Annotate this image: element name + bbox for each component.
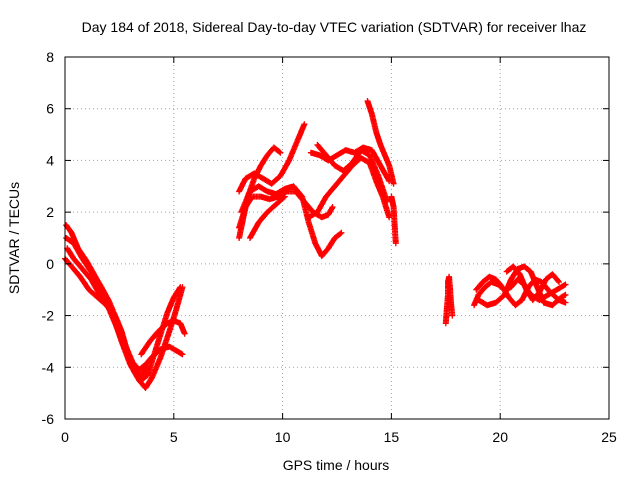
sdtvar-data-track — [238, 183, 345, 260]
sdtvar-data-track — [305, 154, 393, 221]
axis-ticks — [64, 56, 610, 420]
y-tick-label: 2 — [46, 204, 54, 220]
chart-title: Day 184 of 2018, Sidereal Day-to-day VTE… — [82, 19, 587, 35]
sdtvar-data-track — [388, 193, 399, 247]
y-tick-label: -4 — [42, 359, 55, 375]
sdtvar-data-track — [503, 263, 562, 304]
y-tick-labels: -6 -4 -2 0 2 4 6 8 — [42, 49, 55, 427]
x-tick-label: 25 — [601, 429, 617, 445]
x-tick-label: 5 — [170, 429, 178, 445]
x-tick-label: 10 — [275, 429, 291, 445]
sdtvar-data-track — [247, 193, 288, 241]
sdtvar-data-track — [442, 273, 456, 327]
x-tick-label: 0 — [61, 429, 69, 445]
x-tick-label: 15 — [384, 429, 400, 445]
sdtvar-data-track — [236, 121, 308, 195]
grid-lines — [65, 57, 609, 419]
y-tick-label: 8 — [46, 49, 54, 65]
y-axis-label: SDTVAR / TECUs — [6, 182, 22, 294]
x-tick-label: 20 — [492, 429, 508, 445]
sdtvar-data-track — [138, 317, 188, 358]
y-tick-label: 4 — [46, 152, 54, 168]
y-tick-label: 0 — [46, 256, 54, 272]
y-tick-label: 6 — [46, 101, 54, 117]
x-tick-labels: 0 5 10 15 20 25 — [61, 429, 617, 445]
y-tick-label: -6 — [42, 411, 55, 427]
plot-frame — [64, 56, 610, 420]
sdtvar-data-track — [364, 98, 397, 187]
y-tick-label: -2 — [42, 308, 55, 324]
x-axis-label: GPS time / hours — [283, 457, 390, 473]
